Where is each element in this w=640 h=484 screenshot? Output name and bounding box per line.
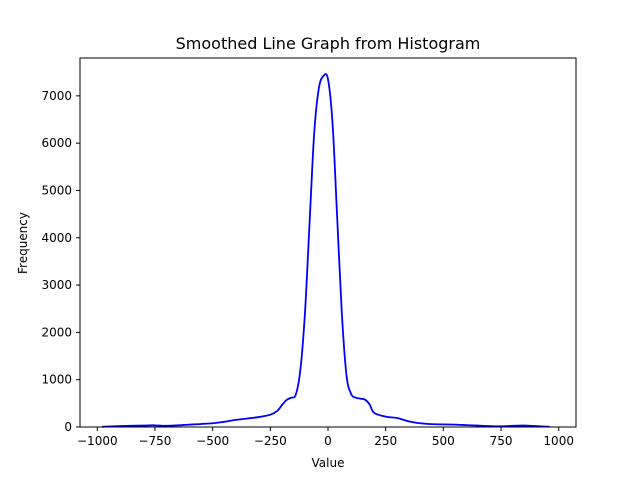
x-tick-label: −250 [254,434,287,448]
x-tick-label: 500 [432,434,455,448]
x-tick-label: −1000 [77,434,118,448]
y-tick-label: 3000 [41,278,72,292]
y-tick-label: 5000 [41,183,72,197]
y-tick-label: 1000 [41,373,72,387]
x-tick-label: 1000 [543,434,574,448]
y-tick-label: 2000 [41,325,72,339]
x-tick-label: 0 [324,434,332,448]
x-tick-label: 750 [490,434,513,448]
x-axis-label: Value [312,456,345,470]
y-axis: 0 1000 2000 3000 4000 5000 6000 7000 [41,89,80,434]
y-tick-label: 0 [64,420,72,434]
y-tick-label: 6000 [41,136,72,150]
x-tick-label: −500 [196,434,229,448]
y-tick-label: 7000 [41,89,72,103]
x-tick-label: 250 [374,434,397,448]
x-tick-label: −750 [138,434,171,448]
y-axis-label: Frequency [16,212,30,274]
x-axis: −1000 −750 −500 −250 0 250 500 750 1000 [77,427,574,448]
series-line-0 [101,73,550,428]
chart-title: Smoothed Line Graph from Histogram [176,34,481,53]
y-tick-label: 4000 [41,231,72,245]
